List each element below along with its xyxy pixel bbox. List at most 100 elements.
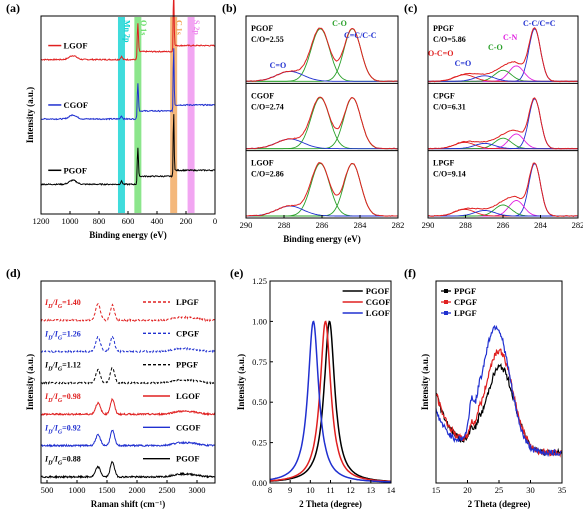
legend-label: CGOF [366,297,391,307]
band-label: C 1s [175,20,184,35]
panel-a-x-tick-label: 400 [151,216,164,226]
subpanel-name: LPGF [433,159,454,168]
panel-a-xlabel: Binding energy (eV) [89,230,167,240]
subpanel-name: PPGF [433,24,454,33]
legend-label: CPGF [176,328,199,338]
panel-e-x-tick-label: 14 [387,485,396,495]
legend-label: PGOF [63,165,87,175]
panel-e-x-tick-label: 13 [367,485,376,495]
ratio-label: ID/IG=0.88 [44,455,81,467]
panel-f-x-tick-label: 20 [463,485,472,495]
panel-d-x-tick-label: 3000 [189,485,206,495]
spectrum-cgof [40,48,216,121]
spectrum-pgof [40,114,216,186]
band-o1s [134,17,142,213]
panel-e-x-tick-label: 11 [326,485,334,495]
raman-spectrum-lpgf [40,303,216,323]
ratio-label: ID/IG=0.92 [44,423,81,435]
panel-c-frame [427,15,579,219]
panel-c-x-tick-label: 288 [459,220,472,230]
peak-label: C-C/C=C [523,19,556,28]
peak-label: C-O [488,43,503,52]
panel-f-letter: (f) [404,266,416,280]
panel-b-x-tick-label: 286 [316,220,329,230]
raman-spectrum-pgof [40,460,216,480]
panel-d-frame [40,280,216,484]
legend-label: LPGF [176,297,199,307]
band-label: O 1s [139,20,148,35]
panel-d-x-tick-label: 1500 [99,485,116,495]
panel-a-x-tick-label: 1000 [62,216,79,226]
panel-d-ylabel: Intensity (a.u.) [25,354,35,410]
legend-label: CGOF [63,100,88,110]
panel-b-x-tick-label: 290 [240,220,253,230]
raman-spectrum-cgof [40,429,216,448]
legend-label: PGOF [176,454,200,464]
panel-e-ylabel: Intensity (a.u.) [236,354,246,410]
legend-marker [444,300,448,304]
raman-spectrum-cpgf [40,335,216,354]
subpanel-ratio: C/O=2.55 [251,35,284,44]
panel-f-x-tick-label: 25 [495,485,504,495]
legend-label: PGOF [366,286,390,296]
subpanel-name: PGOF [251,24,273,33]
xrd-curve-cgof [270,320,391,483]
ratio-label: ID/IG=0.98 [44,392,81,404]
panel-e-ytick-label: 1.25 [252,276,267,286]
panel-c-x-tick-label: 282 [572,220,583,230]
ratio-label: ID/IG=1.12 [44,361,81,373]
component-peak [428,142,578,150]
legend-label: LGOF [176,391,200,401]
subpanel-ratio: C/O=9.14 [433,170,466,179]
xrd-curve-lgof [269,320,391,483]
panel-f-xlabel: 2 Theta (degree) [468,499,531,509]
legend-marker [444,311,448,315]
ratio-label: ID/IG=1.26 [44,329,81,341]
panel-e-ytick-label: 0.75 [252,357,267,367]
panel-a-x-tick-label: 800 [93,216,106,226]
panel-d-x-tick-label: 2000 [129,485,146,495]
panel-e-letter: (e) [230,266,243,280]
panel-f-x-tick-label: 15 [432,485,441,495]
panel-d-letter: (d) [6,266,21,280]
panel-b-letter: (b) [222,1,237,15]
component-peak [428,210,578,217]
peak-label: C-N [503,33,517,42]
panel-e-ytick-label: 0.25 [252,438,267,448]
envelope-fit [427,97,578,150]
peak-label: C=O [270,61,287,70]
subpanel-ratio: C/O=6.31 [433,102,466,111]
band-label: Mn 2p [122,20,131,43]
component-peak [428,137,578,150]
xrd-curve-pgof [270,320,391,482]
panel-f-x-tick-label: 30 [526,485,535,495]
subpanel-ratio: C/O=5.86 [433,35,466,44]
panel-c-x-tick-label: 290 [422,220,435,230]
peak-label: O-C=O [428,49,453,58]
panel-d-xlabel: Raman shift (cm⁻¹) [91,499,165,509]
subpanel-name: LGOF [251,159,274,168]
panel-a-x-tick-label: 1200 [33,216,50,226]
component-peak [428,69,578,82]
band-label: S 2p [192,20,201,35]
subpanel-name: CPGF [433,91,455,100]
peak-label: C=C/C-C [344,31,377,40]
panel-d-x-tick-label: 1000 [69,485,86,495]
legend-label: LPGF [454,308,477,318]
panel-a-letter: (a) [6,1,20,15]
panel-b-xlabel: Binding energy (eV) [283,234,361,244]
peak-label: C=O [455,59,472,68]
xrd-curve-ppgf [435,363,562,457]
legend-marker [444,289,448,293]
envelope-fit [427,162,578,217]
peak-label: C-O [332,19,347,28]
envelope-fit [245,162,398,217]
panel-b-x-tick-label: 288 [278,220,291,230]
panel-a-x-tick-label: 0 [213,216,217,226]
panel-b-x-tick-label: 284 [354,220,368,230]
panel-d-x-tick-label: 2500 [159,485,176,495]
subpanel-name: CGOF [251,91,274,100]
panel-e-x-tick-label: 12 [346,485,355,495]
raman-spectrum-ppgf [40,366,216,385]
